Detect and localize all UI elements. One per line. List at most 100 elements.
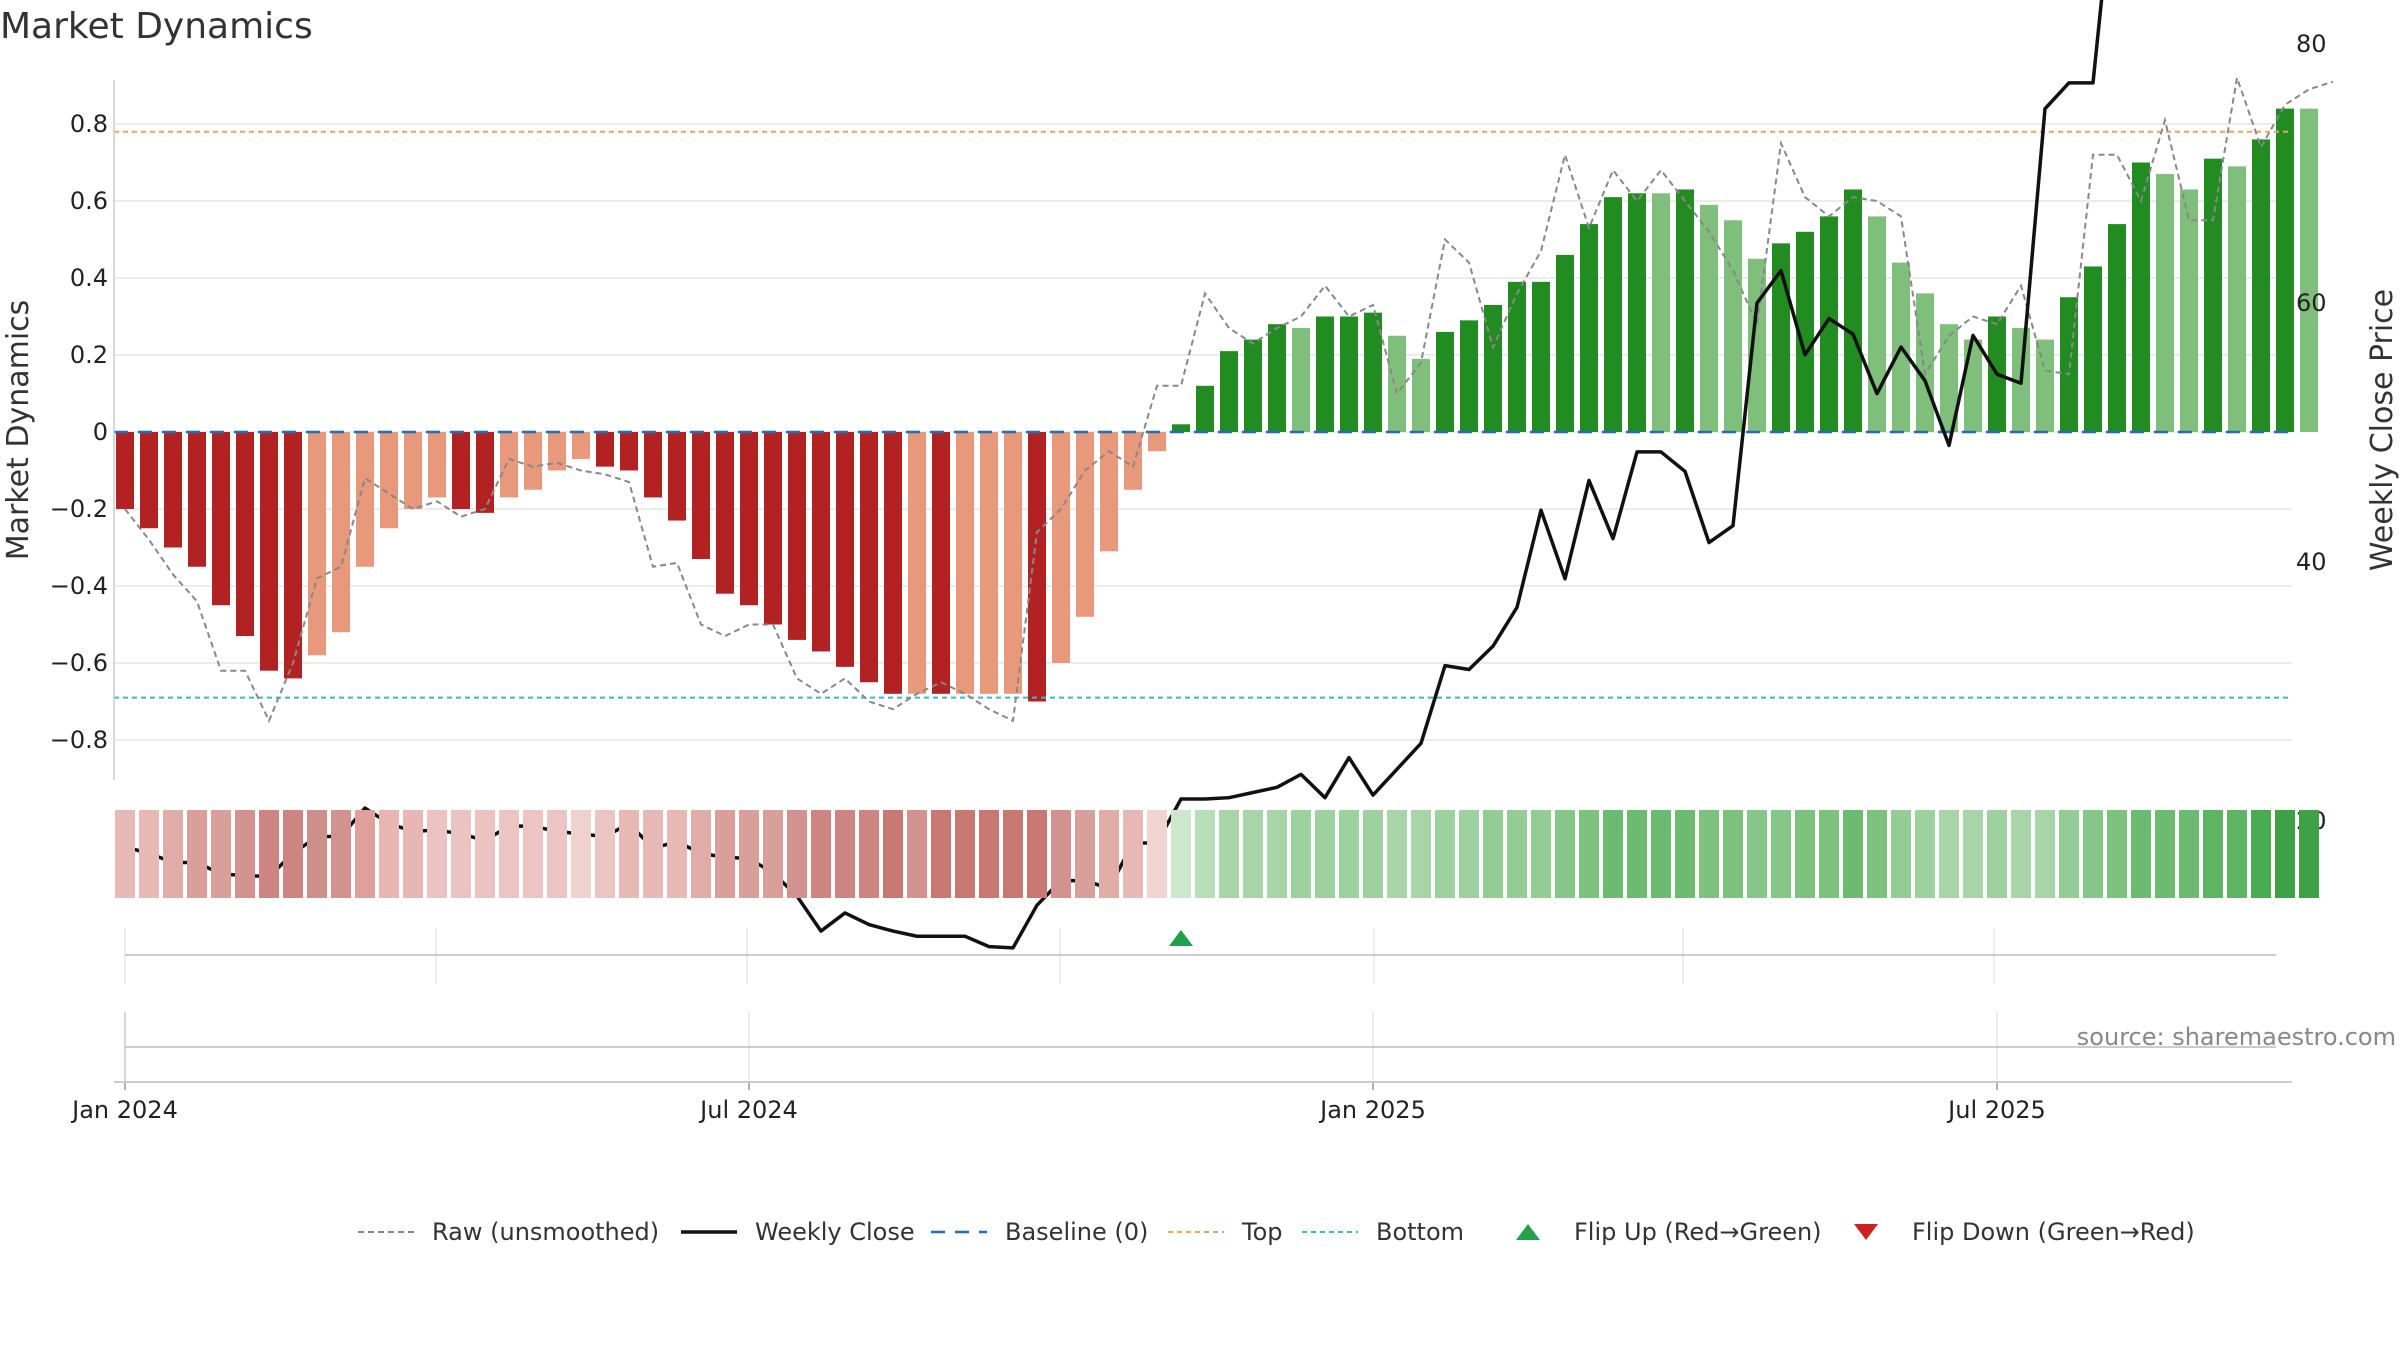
y-right-tick-label: 60 [2296, 289, 2327, 317]
heat-cell [1555, 810, 1575, 898]
bar [2228, 166, 2246, 432]
bar [884, 432, 902, 694]
heat-cell [307, 810, 327, 898]
heat-cell [1339, 810, 1359, 898]
heat-cell [1483, 810, 1503, 898]
heat-cell [2035, 810, 2055, 898]
heat-cell [715, 810, 735, 898]
bar [716, 432, 734, 594]
heat-cell [163, 810, 183, 898]
bar [500, 432, 518, 498]
heat-cell [235, 810, 255, 898]
raw-unsmoothed-line [124, 77, 2334, 724]
heat-cell [1099, 810, 1119, 898]
y-left-tick-label: 0.8 [70, 110, 108, 138]
legend-item: Weekly Close [681, 1218, 915, 1246]
bar [1604, 197, 1622, 432]
heat-cell [1459, 810, 1479, 898]
bar [380, 432, 398, 529]
legend-swatch-flip-up [1516, 1224, 1540, 1240]
chart-title: Market Dynamics [0, 6, 313, 47]
heat-cell [1867, 810, 1887, 898]
heat-cell [403, 810, 423, 898]
bar [1580, 224, 1598, 432]
heat-cell [811, 810, 831, 898]
heat-cell [211, 810, 231, 898]
bar [260, 432, 278, 671]
bar [620, 432, 638, 471]
heat-cell [1123, 810, 1143, 898]
y-left-tick-label: −0.6 [50, 649, 108, 677]
heat-cell [1627, 810, 1647, 898]
heat-cell [355, 810, 375, 898]
legend-label: Raw (unsmoothed) [432, 1218, 659, 1246]
bar [284, 432, 302, 679]
bar [2132, 162, 2150, 432]
bar [1484, 304, 1502, 432]
heat-cell [1771, 810, 1791, 898]
bar [2060, 297, 2078, 432]
bar [1412, 358, 1430, 432]
bar [2084, 266, 2102, 432]
bar [1340, 316, 1358, 432]
bar [1652, 193, 1670, 432]
bar [644, 432, 662, 498]
bar [1244, 339, 1262, 432]
legend-item: Baseline (0) [931, 1218, 1148, 1246]
legend-item: Top [1168, 1218, 1283, 1246]
legend-label: Baseline (0) [1005, 1218, 1148, 1246]
y-right-tick-label: 80 [2296, 30, 2327, 58]
bar [1172, 424, 1190, 432]
bar [860, 432, 878, 683]
heat-cell [1843, 810, 1863, 898]
flip-panel [114, 928, 2292, 1083]
heat-cell [1195, 810, 1215, 898]
heat-cell [1291, 810, 1311, 898]
heat-cell [1315, 810, 1335, 898]
bar [1460, 320, 1478, 432]
heat-cell [1963, 810, 1983, 898]
heat-cell [139, 810, 159, 898]
bar [692, 432, 710, 560]
bar [1052, 432, 1070, 663]
heat-cell [1171, 810, 1191, 898]
weekly-close-line [124, 0, 2104, 950]
heat-cell [283, 810, 303, 898]
bar [1508, 281, 1526, 432]
bar [1388, 335, 1406, 432]
bar [212, 432, 230, 606]
bar [1556, 254, 1574, 432]
y-left-tick-label: 0.4 [70, 264, 108, 292]
heat-strip [115, 810, 2319, 898]
heat-cell [1891, 810, 1911, 898]
bar [428, 432, 446, 498]
heat-cell [1051, 810, 1071, 898]
heat-cell [883, 810, 903, 898]
heat-cell [643, 810, 663, 898]
heat-cell [1003, 810, 1023, 898]
bar [1676, 189, 1694, 432]
flip-up-marker [1169, 930, 1193, 946]
heat-cell [475, 810, 495, 898]
y-left-tick-label: 0.2 [70, 341, 108, 369]
bar [1124, 432, 1142, 490]
legend-label: Top [1241, 1218, 1283, 1246]
heat-cell [187, 810, 207, 898]
heat-cell [1507, 810, 1527, 898]
bar [1868, 216, 1886, 432]
heat-cell [1411, 810, 1431, 898]
legend: Raw (unsmoothed) Weekly Close Baseline (0)… [358, 1218, 2195, 1246]
bar [1940, 324, 1958, 432]
legend-label: Flip Down (Green→Red) [1912, 1218, 2195, 1246]
heat-cell [2227, 810, 2247, 898]
heat-cell [2107, 810, 2127, 898]
bar [596, 432, 614, 467]
bar [1436, 331, 1454, 432]
bar [1004, 432, 1022, 694]
legend-item: Flip Up (Red→Green) [1516, 1218, 1822, 1246]
bar [476, 432, 494, 513]
heat-cell [1435, 810, 1455, 898]
heat-cell [1147, 810, 1167, 898]
heat-cell [907, 810, 927, 898]
